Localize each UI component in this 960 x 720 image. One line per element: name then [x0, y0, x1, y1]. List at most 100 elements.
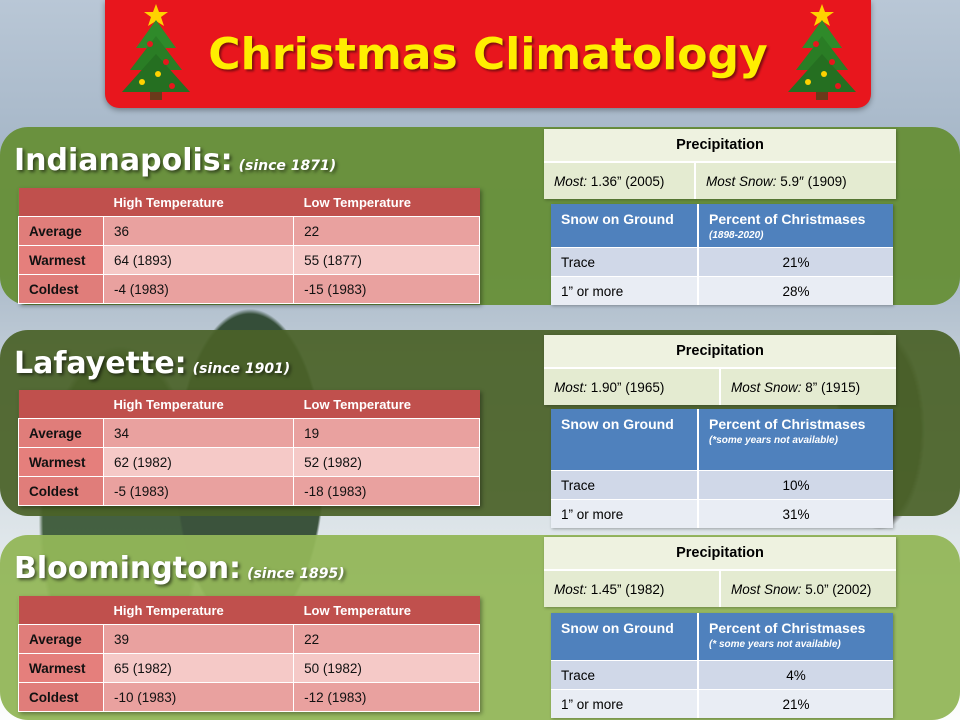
precip-most-cell: Most: 1.36” (2005): [544, 162, 696, 199]
most-snow-label: Most Snow:: [731, 581, 802, 597]
city-since: (since 1895): [247, 566, 345, 582]
precip-most-snow-value: 5.0” (2002): [805, 581, 872, 597]
one-inch-percent: 31%: [698, 499, 893, 528]
table-row: Coldest -10 (1983) -12 (1983): [18, 682, 480, 712]
row-label-warmest: Warmest: [18, 447, 104, 477]
precip-most-cell: Most: 1.90” (1965): [544, 368, 721, 405]
snow-table-indianapolis: Snow on Ground Percent of Christmases (18…: [551, 204, 893, 305]
table-row: Most: 1.36” (2005) Most Snow: 5.9″ (1909…: [544, 162, 896, 199]
precip-most-snow-cell: Most Snow: 8” (1915): [720, 368, 896, 405]
table-row: Warmest 65 (1982) 50 (1982): [18, 653, 480, 683]
trace-percent: 4%: [698, 660, 893, 690]
city-since: (since 1901): [192, 361, 291, 377]
high-temp-header: High Temperature: [103, 390, 294, 419]
table-row: Warmest 62 (1982) 52 (1982): [18, 447, 480, 477]
one-inch-percent: 28%: [698, 276, 893, 305]
average-high: 36: [102, 216, 295, 246]
percent-header-note: (*some years not available): [709, 435, 838, 446]
warmest-low: 55 (1877): [293, 245, 480, 275]
percent-header-note: (1898-2020): [709, 230, 764, 241]
coldest-low: -15 (1983): [293, 274, 480, 304]
christmas-tree-icon: [122, 4, 190, 100]
row-label-warmest: Warmest: [18, 653, 104, 683]
snow-on-ground-header: Snow on Ground: [551, 409, 699, 471]
most-label: Most:: [554, 173, 588, 189]
city-since: (since 1871): [238, 158, 337, 174]
row-label-coldest: Coldest: [18, 682, 104, 712]
warmest-low: 50 (1982): [293, 653, 480, 683]
percent-header: Percent of Christmases (*some years not a…: [698, 409, 893, 471]
trace-label: Trace: [551, 660, 699, 690]
corner-cell: [18, 596, 104, 625]
table-row: Trace 21%: [551, 247, 893, 277]
table-row: Trace 10%: [551, 470, 893, 500]
table-header-row: Snow on Ground Percent of Christmases (18…: [551, 204, 893, 248]
page-title: Christmas Climatology: [208, 28, 768, 80]
table-row: 1” or more 21%: [551, 689, 893, 718]
table-header-row: Snow on Ground Percent of Christmases (*s…: [551, 409, 893, 471]
city-name: Lafayette:: [14, 346, 187, 381]
temperature-table-indianapolis: High Temperature Low Temperature Average…: [18, 188, 480, 304]
coldest-high: -10 (1983): [102, 682, 295, 712]
precip-most-snow-value: 8” (1915): [805, 379, 861, 395]
table-row: Coldest -4 (1983) -15 (1983): [18, 274, 480, 304]
coldest-low: -18 (1983): [293, 476, 480, 506]
most-snow-label: Most Snow:: [731, 379, 802, 395]
table-row: Average 34 19: [18, 418, 480, 448]
one-inch-label: 1” or more: [551, 499, 699, 528]
percent-header-label: Percent of Christmases: [709, 211, 866, 227]
snow-table-lafayette: Snow on Ground Percent of Christmases (*s…: [551, 409, 893, 528]
row-label-warmest: Warmest: [18, 245, 104, 275]
precipitation-header: Precipitation: [544, 129, 896, 163]
high-temp-header: High Temperature: [103, 188, 294, 217]
precipitation-header: Precipitation: [544, 537, 896, 571]
snow-table-bloomington: Snow on Ground Percent of Christmases (* …: [551, 613, 893, 718]
table-header-row: Snow on Ground Percent of Christmases (* …: [551, 613, 893, 661]
precipitation-table-bloomington: Precipitation Most: 1.45” (1982) Most Sn…: [544, 537, 896, 607]
precipitation-table-indianapolis: Precipitation Most: 1.36” (2005) Most Sn…: [544, 129, 896, 199]
low-temp-header: Low Temperature: [293, 596, 480, 625]
row-label-coldest: Coldest: [18, 274, 104, 304]
average-low: 19: [293, 418, 480, 448]
city-name: Bloomington:: [14, 551, 242, 586]
city-name: Indianapolis:: [14, 143, 233, 178]
most-label: Most:: [554, 581, 588, 597]
table-row: 1” or more 31%: [551, 499, 893, 528]
precip-most-snow-value: 5.9″ (1909): [780, 173, 847, 189]
warmest-high: 62 (1982): [102, 447, 295, 477]
snow-on-ground-header: Snow on Ground: [551, 204, 699, 248]
most-snow-label: Most Snow:: [706, 173, 777, 189]
precip-most-value: 1.45” (1982): [590, 581, 665, 597]
row-label-average: Average: [18, 624, 104, 654]
temperature-table-bloomington: High Temperature Low Temperature Average…: [18, 596, 480, 712]
precip-most-snow-cell: Most Snow: 5.9″ (1909): [695, 162, 896, 199]
row-label-average: Average: [18, 216, 104, 246]
warmest-high: 65 (1982): [102, 653, 295, 683]
table-row: Trace 4%: [551, 660, 893, 690]
trace-percent: 10%: [698, 470, 893, 500]
table-header-row: High Temperature Low Temperature: [18, 596, 480, 625]
coldest-high: -5 (1983): [102, 476, 295, 506]
one-inch-percent: 21%: [698, 689, 893, 718]
precip-most-cell: Most: 1.45” (1982): [544, 570, 721, 607]
table-row: Warmest 64 (1893) 55 (1877): [18, 245, 480, 275]
average-low: 22: [293, 624, 480, 654]
percent-header-note: (* some years not available): [709, 639, 841, 650]
temperature-table-lafayette: High Temperature Low Temperature Average…: [18, 390, 480, 506]
city-title-bloomington: Bloomington: (since 1895): [14, 551, 345, 586]
percent-header: Percent of Christmases (1898-2020): [698, 204, 893, 248]
percent-header: Percent of Christmases (* some years not …: [698, 613, 893, 661]
city-title-lafayette: Lafayette: (since 1901): [14, 346, 290, 381]
percent-header-label: Percent of Christmases: [709, 416, 866, 432]
table-header-row: High Temperature Low Temperature: [18, 188, 480, 217]
table-row: Most: 1.90” (1965) Most Snow: 8” (1915): [544, 368, 896, 405]
christmas-tree-icon: [788, 4, 856, 100]
average-high: 34: [102, 418, 295, 448]
corner-cell: [18, 390, 104, 419]
coldest-low: -12 (1983): [293, 682, 480, 712]
precip-most-value: 1.90” (1965): [590, 379, 665, 395]
table-row: Average 39 22: [18, 624, 480, 654]
trace-label: Trace: [551, 470, 699, 500]
row-label-coldest: Coldest: [18, 476, 104, 506]
precip-most-value: 1.36” (2005): [590, 173, 665, 189]
